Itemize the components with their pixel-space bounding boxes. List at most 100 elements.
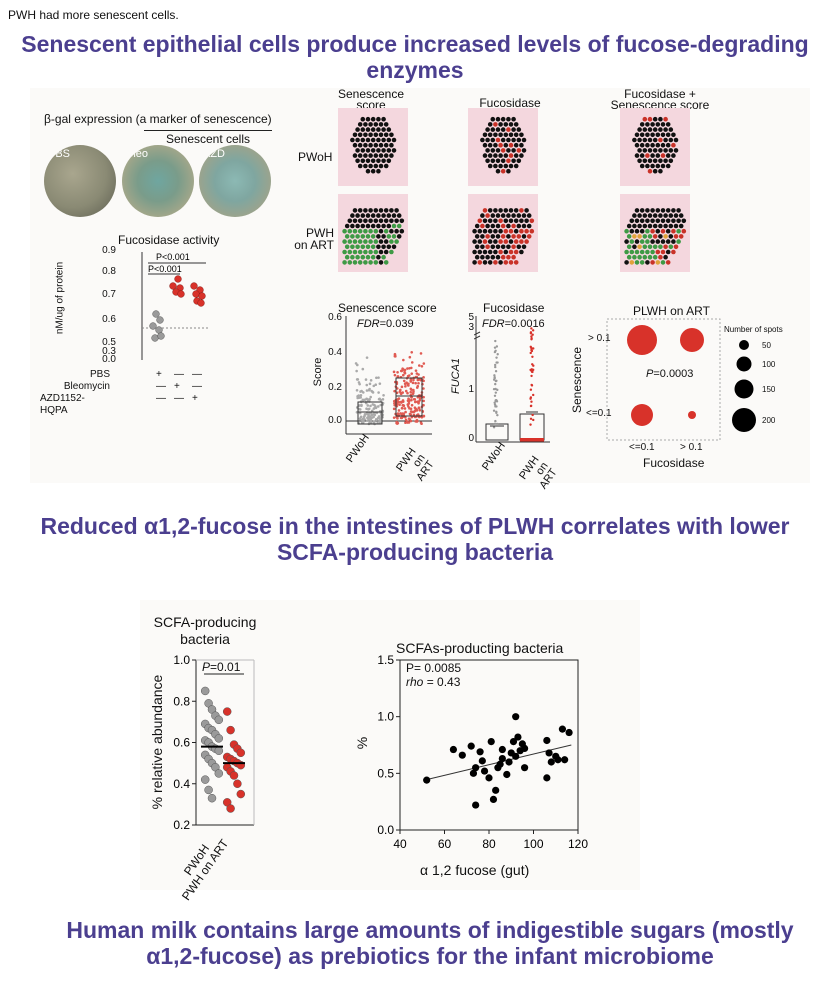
spatial-spot [663, 244, 668, 250]
jitter-point [413, 397, 417, 401]
spatial-tile-pwh-combined [620, 194, 690, 272]
spatial-spot [386, 234, 392, 239]
jitter-point [413, 409, 417, 413]
spatial-spot [370, 116, 376, 122]
spatial-spot [482, 142, 488, 148]
spatial-spot [629, 228, 635, 234]
spatial-spot [355, 158, 360, 164]
jitter-point [530, 337, 533, 340]
spatial-spot [658, 127, 663, 132]
jitter-point [531, 413, 534, 417]
dot-point [214, 746, 224, 755]
spatial-spot [516, 148, 522, 153]
jitter-point [408, 355, 412, 359]
spatial-spot [521, 244, 527, 250]
jitter-point [406, 391, 409, 395]
spatial-spot [482, 260, 488, 265]
legend-label-50: 50 [762, 341, 771, 350]
dot-point [233, 779, 242, 788]
spatial-spot [634, 153, 640, 158]
spatial-spot [360, 213, 366, 218]
jitter-point [529, 351, 532, 355]
spatial-spot [495, 234, 501, 239]
jitter-point [369, 417, 373, 421]
spatial-spot [503, 218, 509, 224]
bubble-ytick-low: <=0.1 [586, 408, 612, 419]
jitter-point [493, 394, 497, 398]
spatial-spot [503, 142, 509, 148]
fuc-box-pwh-box [519, 413, 545, 441]
spatial-spot [383, 153, 389, 158]
jitter-point [365, 389, 369, 392]
spatial-spot [381, 137, 386, 143]
spatial-spot [629, 218, 635, 224]
spatial-spot [508, 249, 514, 255]
spatial-spot [482, 228, 488, 234]
spatial-spot [506, 244, 511, 250]
spatial-spot [482, 249, 488, 255]
jitter-point [396, 397, 400, 401]
spatial-spot [477, 260, 483, 265]
spatial-spot [642, 116, 648, 122]
spatial-spot [500, 148, 506, 153]
spatial-spot [665, 142, 671, 148]
spatial-spot [508, 260, 514, 265]
spatial-spot [368, 153, 373, 158]
spatial-spot [516, 158, 522, 164]
jitter-point [379, 403, 383, 407]
jitter-point [400, 385, 404, 389]
jitter-point [402, 412, 405, 415]
spatial-spot [376, 234, 381, 239]
spatial-spot [663, 223, 668, 229]
spatial-spot [370, 234, 376, 239]
jitter-point [529, 397, 532, 400]
scfa-scatter-p: P= 0.0085 [406, 661, 462, 675]
spatial-spot [500, 234, 506, 239]
fuc-activity-azd-points [190, 282, 206, 307]
scatter-ytick-label: 1.5 [377, 653, 394, 667]
spatial-spot [352, 218, 358, 224]
spatial-spot [383, 249, 389, 255]
spatial-spot [383, 218, 389, 224]
fuc-activity-ytick-09: 0.9 [102, 245, 116, 256]
spatial-spot [639, 163, 645, 169]
jitter-point [493, 374, 496, 377]
spatial-spot [645, 249, 650, 255]
spatial-spot [493, 163, 498, 169]
spatial-spot [642, 244, 648, 250]
spatial-spot [663, 148, 668, 153]
spatial-spot [350, 137, 355, 143]
spatial-spot [511, 158, 516, 164]
scatter-point [503, 770, 511, 779]
sen-box-pwoh-box [357, 401, 383, 425]
spatial-spot [370, 223, 376, 229]
jitter-point [374, 417, 378, 421]
jitter-point [418, 408, 422, 412]
spatial-spot [503, 132, 509, 138]
spatial-spot [521, 148, 527, 153]
spatial-spot [381, 254, 386, 260]
spatial-spot [642, 254, 648, 260]
bubble-xlabel: Fucosidase [643, 456, 705, 470]
spatial-spot [493, 228, 498, 234]
spatial-spot [490, 223, 496, 229]
jitter-point [406, 367, 409, 370]
spatial-spot [655, 228, 661, 234]
jitter-point [422, 403, 425, 407]
jitter-point [531, 333, 534, 336]
spatial-spot [634, 208, 640, 213]
jitter-point [357, 381, 361, 384]
spatial-spot [650, 249, 655, 255]
jitter-point [532, 347, 535, 350]
spatial-spot [394, 208, 399, 213]
jitter-point [397, 409, 401, 412]
spatial-spot [480, 137, 485, 143]
spatial-spot [676, 218, 681, 224]
spatial-spot [495, 254, 501, 260]
spatial-spot [363, 218, 368, 224]
spatial-spot [342, 260, 347, 265]
spatial-spot [511, 127, 516, 132]
spatial-spot [344, 223, 350, 229]
spatial-spot [521, 137, 527, 143]
spatial-spot [645, 218, 650, 224]
